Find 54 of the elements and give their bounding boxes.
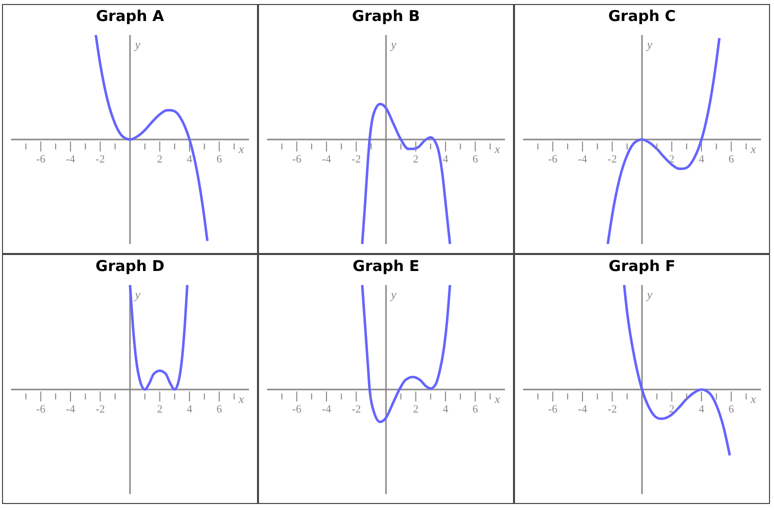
y-axis-title: y <box>134 288 141 302</box>
x-tick-label: 2 <box>157 404 162 416</box>
y-axis-title: y <box>646 288 653 302</box>
x-tick-label: -4 <box>322 404 332 416</box>
x-tick-label: -4 <box>66 404 76 416</box>
x-tick-label: 4 <box>442 404 449 416</box>
y-axis-title: y <box>646 38 653 52</box>
chart-title: Graph A <box>94 6 166 27</box>
chart-title: Graph D <box>94 256 166 277</box>
x-tick-label: -2 <box>608 154 617 166</box>
x-axis-title: x <box>750 142 757 156</box>
x-tick-label: 6 <box>216 154 222 166</box>
chart-title: Graph C <box>607 6 677 27</box>
x-tick-label: -6 <box>548 154 558 166</box>
x-tick-label: 2 <box>413 154 418 166</box>
x-axis-title: x <box>238 142 245 156</box>
x-tick-label: -4 <box>578 404 588 416</box>
x-tick-label: -6 <box>292 404 302 416</box>
x-tick-label: -2 <box>96 154 105 166</box>
x-tick-label: -2 <box>96 404 105 416</box>
x-tick-label: -2 <box>352 404 361 416</box>
x-tick-label: 4 <box>186 154 193 166</box>
x-tick-label: 2 <box>413 404 418 416</box>
x-tick-label: -6 <box>292 154 302 166</box>
x-tick-label: 2 <box>157 154 162 166</box>
x-tick-label: 6 <box>472 404 478 416</box>
x-axis-title: x <box>494 142 501 156</box>
x-tick-label: 4 <box>442 154 449 166</box>
y-axis-title: y <box>134 38 141 52</box>
x-tick-label: 6 <box>728 404 734 416</box>
x-tick-label: -6 <box>36 404 46 416</box>
x-tick-label: -4 <box>66 154 76 166</box>
y-axis-title: y <box>390 288 397 302</box>
x-axis-title: x <box>238 392 245 406</box>
x-tick-label: 6 <box>472 154 478 166</box>
x-tick-label: 2 <box>669 154 674 166</box>
x-tick-label: -6 <box>548 404 558 416</box>
x-tick-label: 4 <box>186 404 193 416</box>
chart-title: Graph E <box>352 256 420 277</box>
x-tick-label: -2 <box>352 154 361 166</box>
x-tick-label: 4 <box>698 154 705 166</box>
x-tick-label: -6 <box>36 154 46 166</box>
chart-title: Graph F <box>608 256 676 277</box>
x-axis-title: x <box>750 392 757 406</box>
x-tick-label: 6 <box>216 404 222 416</box>
x-tick-label: -4 <box>322 154 332 166</box>
x-tick-label: 4 <box>698 404 705 416</box>
x-tick-label: 2 <box>669 404 674 416</box>
x-tick-label: -4 <box>578 154 588 166</box>
x-tick-label: -2 <box>608 404 617 416</box>
x-tick-label: 6 <box>728 154 734 166</box>
x-axis-title: x <box>494 392 501 406</box>
chart-title: Graph B <box>351 6 421 27</box>
y-axis-title: y <box>390 38 397 52</box>
